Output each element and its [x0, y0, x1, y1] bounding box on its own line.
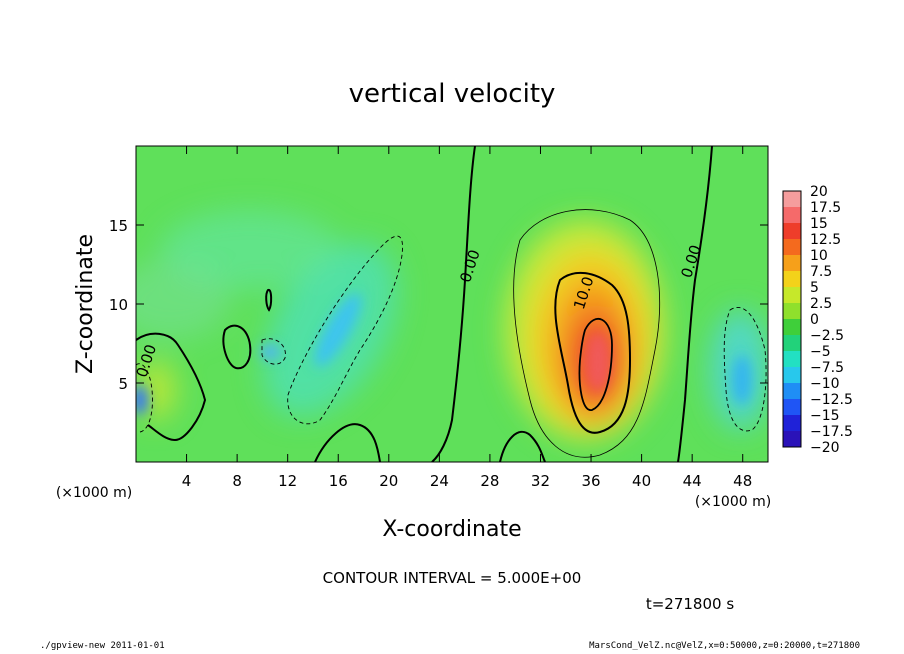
- time-label: t=271800 s: [646, 595, 734, 613]
- colorbar-label-16: −20: [810, 440, 840, 456]
- colorbar-segment-9: [783, 335, 801, 351]
- contour-10: [554, 271, 632, 434]
- colorbar-label-8: 0: [810, 312, 819, 328]
- x-tick-label-2: 12: [278, 472, 297, 490]
- x-tick-label-7: 32: [531, 472, 550, 490]
- contour-neg-left: [136, 363, 153, 433]
- field-cores: [136, 293, 752, 415]
- colorbar-label-13: −12.5: [810, 392, 853, 408]
- colorbar-frame: [782, 190, 802, 448]
- contour-neg-right: [723, 307, 767, 432]
- contour-neg-diagonal: [287, 235, 403, 425]
- x-unit-left: (×1000 m): [56, 485, 132, 501]
- colorbar-segment-15: [783, 431, 801, 447]
- x-tick-label-5: 24: [430, 472, 449, 490]
- footer-right: MarsCond_VelZ.nc@VelZ,x=0:50000,z=0:2000…: [589, 641, 860, 651]
- contour-zero-left2: [222, 324, 252, 370]
- y-tick-label-2: 15: [109, 217, 128, 235]
- x-tick-label-9: 40: [632, 472, 651, 490]
- contour-15: [578, 318, 613, 411]
- colorbar-label-12: −10: [810, 376, 840, 392]
- colorbar-label-5: 7.5: [810, 264, 832, 280]
- colorbar-label-0: 20: [810, 184, 828, 200]
- colorbar-segment-7: [783, 303, 801, 319]
- contour-zero-bottom: [314, 423, 381, 462]
- contour-zero-mid: [431, 146, 476, 462]
- colorbar-label-14: −15: [810, 408, 840, 424]
- colorbar-label-6: 5: [810, 280, 819, 296]
- y-tick-label-1: 10: [109, 296, 128, 314]
- colorbar-segment-3: [783, 239, 801, 255]
- colorbar-label-11: −7.5: [810, 360, 844, 376]
- contour-5: [513, 209, 661, 458]
- colorbar-segment-13: [783, 399, 801, 415]
- colorbar: 2017.51512.5107.552.50−2.5−5−7.5−10−12.5…: [782, 184, 853, 456]
- colorbar-label-15: −17.5: [810, 424, 853, 440]
- chart-title: vertical velocity: [349, 79, 556, 109]
- colorbar-label-10: −5: [810, 344, 831, 360]
- colorbar-segment-1: [783, 207, 801, 223]
- contour-zero-right: [677, 146, 713, 462]
- x-axis-label: X-coordinate: [382, 517, 521, 542]
- colorbar-label-4: 10: [810, 248, 828, 264]
- colorbar-segment-10: [783, 351, 801, 367]
- colorbar-label-9: −2.5: [810, 328, 844, 344]
- x-tick-label-6: 28: [480, 472, 499, 490]
- contour-neg-small: [261, 338, 286, 365]
- x-tick-label-10: 44: [683, 472, 702, 490]
- y-axis: 5 10 15: [109, 217, 768, 393]
- colorbar-label-7: 2.5: [810, 296, 832, 312]
- y-axis-label: Z-coordinate: [73, 234, 98, 374]
- contour-interval: CONTOUR INTERVAL = 5.000E+00: [323, 569, 582, 587]
- colorbar-segment-6: [783, 287, 801, 303]
- x-tick-label-1: 8: [232, 472, 242, 490]
- x-tick-label-8: 36: [581, 472, 600, 490]
- x-axis: 4 8 12 16 20 24 28 32 36 40 44 48: [182, 146, 752, 490]
- colorbar-segment-14: [783, 415, 801, 431]
- x-unit-right: (×1000 m): [695, 494, 771, 510]
- y-tick-label-0: 5: [118, 375, 128, 393]
- colorbar-label-3: 12.5: [810, 232, 841, 248]
- colorbar-segment-8: [783, 319, 801, 335]
- colorbar-segment-4: [783, 255, 801, 271]
- colorbar-segment-12: [783, 383, 801, 399]
- contour-lines: [136, 146, 767, 462]
- footer-left: ./gpview-new 2011-01-01: [40, 641, 165, 651]
- colorbar-segment-2: [783, 223, 801, 239]
- contour-zero-left: [136, 332, 207, 442]
- contour-zero-bottom2: [499, 430, 546, 462]
- x-tick-label-0: 4: [182, 472, 192, 490]
- colorbar-label-1: 17.5: [810, 200, 841, 216]
- x-tick-label-4: 20: [379, 472, 398, 490]
- colorbar-segment-0: [783, 191, 801, 207]
- x-tick-label-11: 48: [733, 472, 752, 490]
- colorbar-segment-5: [783, 271, 801, 287]
- x-tick-label-3: 16: [329, 472, 348, 490]
- contour-zero-small: [265, 288, 273, 312]
- colorbar-segment-11: [783, 367, 801, 383]
- colorbar-label-2: 15: [810, 216, 828, 232]
